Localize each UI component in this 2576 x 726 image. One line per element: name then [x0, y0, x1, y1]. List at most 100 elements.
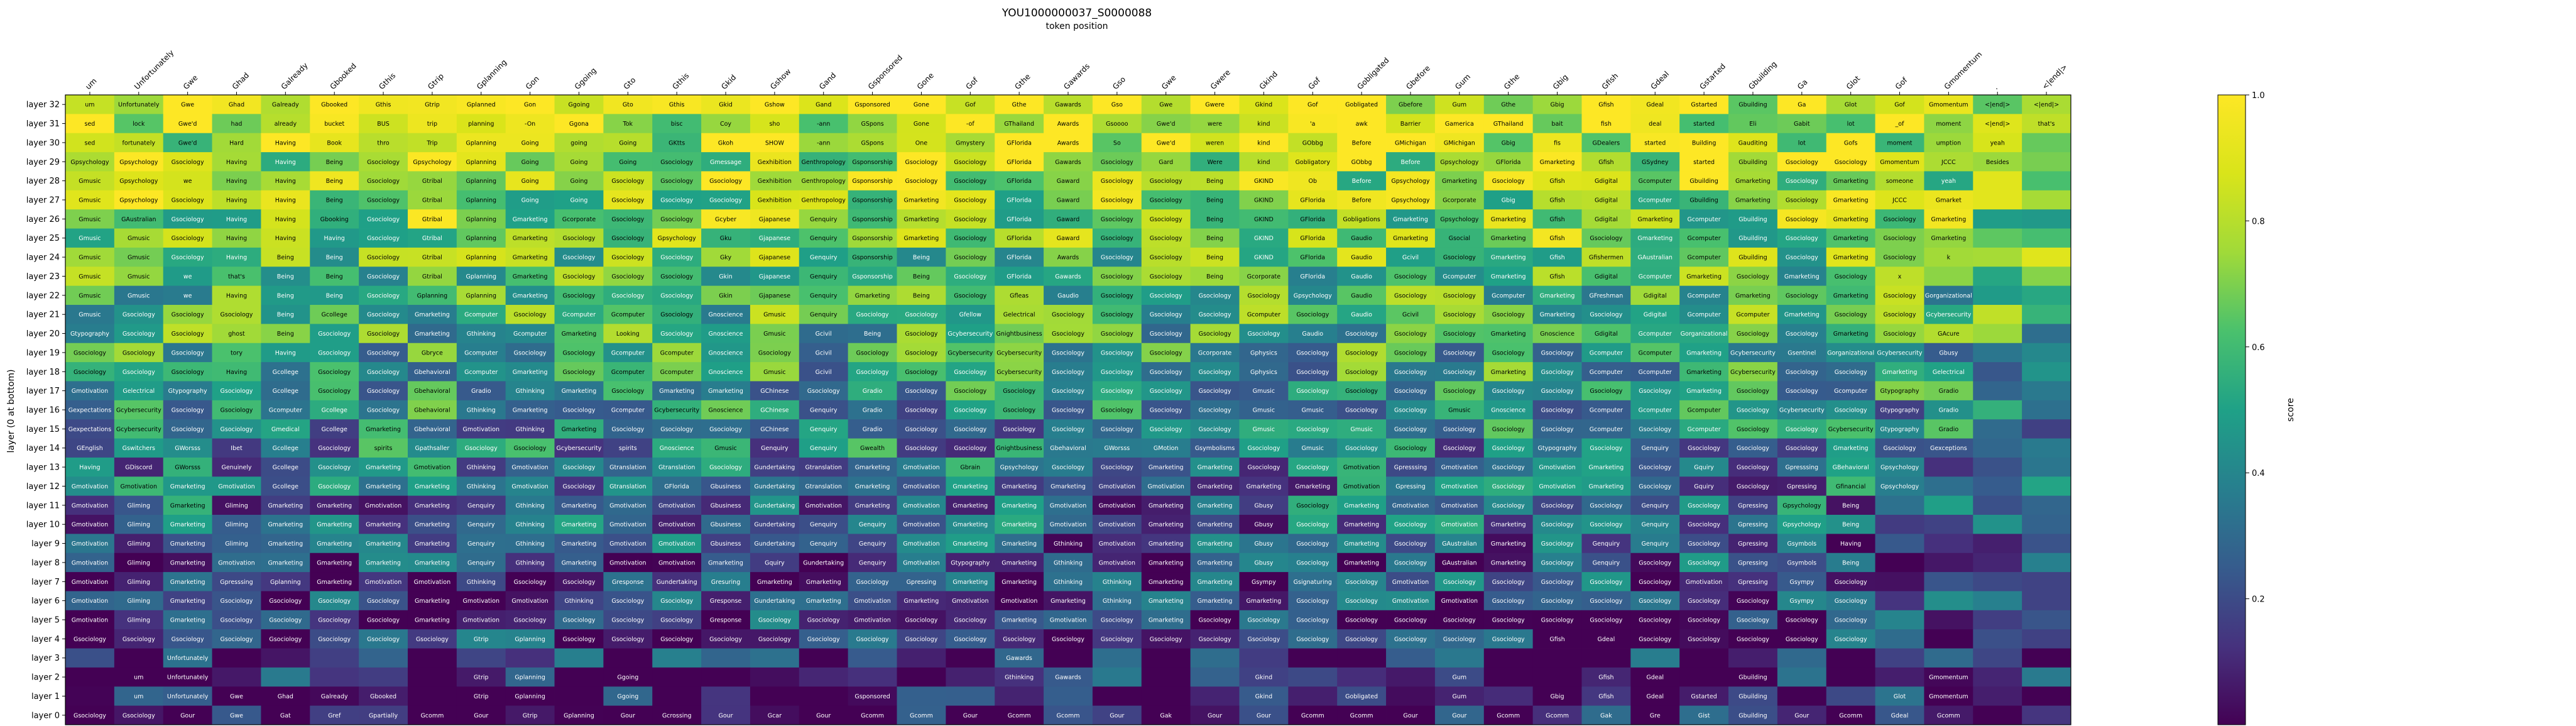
cell-label: Gfish	[1549, 235, 1564, 242]
cell-label: Gsociology	[1492, 178, 1525, 185]
heatmap-cell	[1630, 515, 1680, 534]
cell-label: Gundertaking	[657, 579, 697, 586]
heatmap-cell	[799, 133, 849, 153]
heatmap-cell	[1679, 495, 1729, 515]
cell-label: -On	[525, 121, 535, 128]
heatmap-cell	[1973, 438, 2022, 458]
cell-label: Gsociology	[1150, 369, 1182, 376]
heatmap-cell	[1581, 324, 1631, 344]
cell-label: Gsociology	[1150, 216, 1182, 223]
cell-label: Gmotivation	[1441, 483, 1478, 490]
cell-label: Gcomputer	[1639, 349, 1672, 356]
heatmap-cell	[1728, 534, 1778, 554]
heatmap-cell	[1679, 419, 1729, 439]
heatmap-cell	[261, 305, 310, 324]
heatmap-cell	[1581, 285, 1631, 305]
heatmap-cell	[603, 457, 653, 477]
cell-label: Gmarketing	[1001, 579, 1037, 586]
cell-label: Gaward	[1057, 235, 1080, 242]
heatmap-cell	[1483, 553, 1534, 573]
heatmap-cell	[261, 648, 310, 668]
cell-label: Gsociology	[318, 617, 351, 624]
x-tick-label: Gof	[1894, 75, 1909, 91]
cell-label: Gplanning	[466, 255, 496, 261]
heatmap-cell	[995, 381, 1044, 401]
heatmap-cell	[1973, 667, 2022, 687]
cell-label: Gbuilding	[1689, 178, 1718, 185]
heatmap-cell	[799, 419, 849, 439]
heatmap-cell	[1239, 648, 1289, 668]
heatmap-cell	[456, 591, 506, 611]
cell-label: Genquiry	[810, 407, 838, 414]
heatmap-cell	[310, 362, 359, 382]
cell-label: x	[1898, 273, 1902, 280]
cell-label: Gmotivation	[414, 465, 450, 471]
cell-label: Gpressing	[1738, 522, 1768, 529]
cell-label: Gexhibition	[758, 178, 792, 185]
heatmap-cell	[1288, 686, 1338, 707]
heatmap-cell	[1483, 648, 1534, 668]
cell-label: Gcomm	[420, 712, 444, 719]
heatmap-cell	[1875, 534, 1924, 554]
cell-label: Gpsychology	[1440, 216, 1479, 223]
heatmap-cell	[799, 228, 849, 248]
cell-label: Having	[226, 255, 247, 261]
cell-label: Gsociology	[318, 388, 351, 395]
heatmap-cell	[1826, 515, 1875, 534]
heatmap-cell	[1386, 114, 1436, 134]
heatmap-cell	[359, 209, 408, 229]
cell-label: GFlorida	[1007, 178, 1032, 185]
y-tick-label: layer 21	[26, 311, 60, 320]
cell-label: Gand	[816, 102, 831, 109]
cell-label: Gtypography	[1880, 407, 1919, 414]
cell-label: Genquiry	[810, 541, 838, 547]
heatmap-cell	[163, 591, 212, 611]
heatmap-cell	[1190, 190, 1240, 210]
heatmap-cell	[1386, 285, 1436, 305]
cell-label: Gdigital	[1595, 216, 1618, 223]
heatmap-cell	[359, 305, 408, 324]
heatmap-cell	[1239, 247, 1289, 267]
heatmap-cell	[407, 171, 457, 191]
heatmap-cell	[1044, 438, 1093, 458]
cell-label: Gthinking	[516, 541, 545, 547]
heatmap-cell	[1679, 515, 1729, 534]
cell-label: Gsociology	[367, 617, 400, 624]
cell-label: Gour	[1110, 712, 1124, 719]
cell-label: Gcomm	[1301, 712, 1324, 719]
heatmap-cell	[1875, 476, 1924, 497]
heatmap-cell	[1777, 285, 1827, 305]
heatmap-cell	[456, 305, 506, 324]
cell-label: Gsponsorship	[852, 197, 892, 204]
heatmap-cell	[848, 667, 897, 687]
cell-label: Gmotivation	[1099, 541, 1135, 547]
heatmap-cell	[1337, 228, 1387, 248]
heatmap-cell	[359, 495, 408, 515]
cell-label: Gplanned	[467, 102, 496, 109]
heatmap-cell	[701, 267, 751, 287]
cell-label: Gsociology	[318, 465, 351, 471]
cell-label: Gsociology	[465, 445, 498, 452]
cell-label: Gsociology	[1394, 369, 1427, 376]
cell-label: Gsociology	[954, 255, 986, 261]
cell-label: Gsociology	[660, 331, 693, 338]
heatmap-cell	[163, 705, 212, 725]
cell-label: Gmarketing	[1540, 292, 1575, 299]
cell-label: Gmotivation	[609, 522, 646, 529]
cell-label: Gmarketing	[317, 541, 352, 547]
heatmap-cell	[1386, 171, 1436, 191]
heatmap-cell	[114, 133, 164, 153]
heatmap-cell	[652, 209, 702, 229]
cell-label: Gmotivation	[1099, 502, 1135, 509]
cell-label: Gsociology	[1296, 636, 1329, 643]
heatmap-cell	[1630, 343, 1680, 363]
heatmap-cell	[1826, 190, 1875, 210]
heatmap-cell	[1141, 362, 1191, 382]
heatmap-cell	[1924, 190, 1973, 210]
heatmap-cell	[1386, 476, 1436, 497]
cell-label: Gpsychology	[70, 159, 109, 166]
heatmap-cell	[946, 553, 995, 573]
heatmap-cell	[505, 228, 555, 248]
heatmap-cell	[848, 267, 897, 287]
heatmap-cell	[1434, 419, 1485, 439]
